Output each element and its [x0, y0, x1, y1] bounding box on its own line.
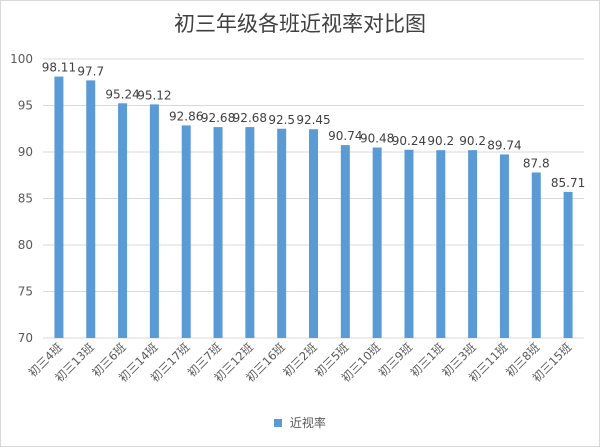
- x-tick-label: 初三2班: [280, 340, 320, 380]
- data-label: 92.5: [268, 113, 295, 127]
- bar: [372, 147, 382, 338]
- bar: [54, 76, 64, 339]
- data-label: 87.8: [523, 156, 550, 170]
- bar: [181, 125, 191, 338]
- data-label: 92.68: [201, 111, 235, 125]
- data-label: 98.11: [42, 61, 76, 75]
- y-tick-label: 95: [18, 99, 33, 113]
- bar: [118, 103, 128, 338]
- data-label: 92.45: [296, 113, 330, 127]
- data-label: 95.24: [105, 87, 139, 101]
- bar: [404, 149, 414, 338]
- chart-legend: 近视率: [0, 414, 600, 431]
- bar: [340, 145, 350, 338]
- bar: [436, 150, 446, 338]
- bar: [245, 127, 255, 339]
- y-tick-label: 85: [18, 192, 33, 206]
- data-label: 97.7: [77, 64, 104, 78]
- bar: [309, 129, 318, 338]
- legend-swatch: [274, 418, 283, 427]
- x-tick-label: 初三9班: [376, 340, 416, 380]
- data-label: 92.68: [233, 111, 267, 125]
- chart-title: 初三年级各班近视率对比图: [174, 12, 426, 36]
- bar: [277, 128, 287, 338]
- y-tick-label: 70: [18, 331, 33, 345]
- y-tick-label: 75: [18, 285, 33, 299]
- y-tick-label: 90: [18, 145, 33, 159]
- bar: [499, 154, 509, 338]
- y-tick-label: 80: [18, 238, 33, 252]
- data-label: 90.2: [427, 134, 454, 148]
- data-label: 90.74: [328, 129, 362, 143]
- bar: [563, 191, 573, 338]
- bar: [213, 127, 223, 339]
- data-label: 92.86: [169, 109, 203, 123]
- legend-label: 近视率: [289, 416, 326, 430]
- y-tick-label: 100: [10, 52, 33, 66]
- data-label: 89.74: [487, 138, 521, 152]
- bar: [86, 80, 96, 338]
- bar: [149, 104, 159, 338]
- data-label: 90.2: [459, 134, 486, 148]
- data-label: 90.48: [360, 132, 394, 146]
- data-label: 90.24: [392, 134, 426, 148]
- x-tick-label: 初三1班: [407, 340, 447, 380]
- bar: [531, 172, 541, 338]
- data-label: 95.12: [137, 88, 171, 102]
- data-label: 85.71: [551, 176, 585, 190]
- bar: [468, 150, 478, 338]
